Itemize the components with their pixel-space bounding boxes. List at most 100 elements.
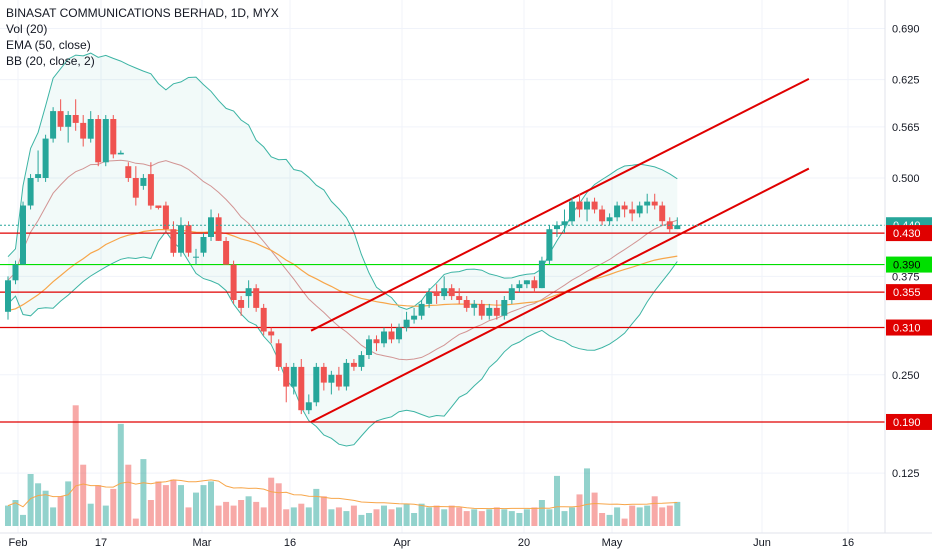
candle-body xyxy=(463,300,470,308)
price-tag-label: 0.430 xyxy=(893,228,921,240)
candle-body xyxy=(320,366,327,383)
candle-body xyxy=(471,303,478,308)
candle-body xyxy=(621,205,628,210)
volume-bar xyxy=(644,505,651,526)
volume-bar xyxy=(125,464,132,526)
candle-body xyxy=(569,201,575,222)
volume-bar xyxy=(253,501,260,526)
volume-bar xyxy=(651,496,658,526)
candle-body xyxy=(208,217,214,237)
candle-body xyxy=(493,307,500,316)
volume-bar xyxy=(403,503,410,526)
volume-bar xyxy=(117,423,124,526)
volume-bar xyxy=(388,509,395,526)
candle-body xyxy=(200,237,207,253)
volume-bar xyxy=(448,505,455,526)
ema-indicator-label[interactable]: EMA (50, close) xyxy=(6,38,91,52)
volume-bar xyxy=(238,500,245,526)
volume-bar xyxy=(50,507,57,526)
volume-bar xyxy=(523,509,530,526)
volume-indicator-label[interactable]: Vol (20) xyxy=(6,22,48,36)
volume-bar xyxy=(283,509,290,526)
candle-body xyxy=(343,362,350,387)
volume-bar xyxy=(456,507,463,526)
price-tag-box xyxy=(886,413,932,430)
volume-bar xyxy=(350,505,357,526)
candle-body xyxy=(418,303,425,316)
volume-bar xyxy=(636,507,643,526)
volume-bar xyxy=(486,509,493,526)
volume-bar xyxy=(478,511,485,526)
candle-body xyxy=(95,119,102,163)
price-tick-label: 0.500 xyxy=(892,173,920,185)
volume-bar xyxy=(87,503,94,526)
volume-ma-line xyxy=(7,479,678,510)
volume-bar xyxy=(599,513,606,526)
candle-body xyxy=(215,217,222,241)
candle-body xyxy=(651,201,658,206)
volume-bar xyxy=(554,475,560,526)
candle-body xyxy=(42,138,49,178)
bb-indicator-label[interactable]: BB (20, close, 2) xyxy=(6,54,95,68)
candle-body xyxy=(516,284,523,289)
candle-body xyxy=(433,292,440,296)
price-tick-label: 0.125 xyxy=(892,468,920,480)
candle-body xyxy=(388,331,395,340)
candle-body xyxy=(501,300,508,316)
volume-bar xyxy=(5,505,11,526)
price-tag-box xyxy=(886,256,932,273)
volume-bar xyxy=(268,477,275,526)
candle-body xyxy=(644,201,651,206)
volume-bar xyxy=(343,511,350,526)
volume-bar xyxy=(418,503,425,526)
candle-body xyxy=(659,205,666,222)
volume-series xyxy=(5,405,681,526)
volume-bar xyxy=(358,514,365,526)
bb-lower-line xyxy=(7,230,678,447)
candle-body xyxy=(102,119,109,163)
price-tick-label: 0.250 xyxy=(892,370,920,382)
volume-bar xyxy=(411,513,418,526)
candle-body xyxy=(523,280,530,285)
price-tag-box xyxy=(886,319,932,336)
candle-body xyxy=(403,319,410,328)
candle-body xyxy=(155,205,162,208)
volume-ma-path xyxy=(7,479,678,510)
candle-body xyxy=(162,205,169,230)
price-tick-label: 0.375 xyxy=(892,271,920,283)
volume-bar xyxy=(674,501,681,526)
time-tick-label: Apr xyxy=(393,537,410,549)
candle-body xyxy=(396,327,402,340)
price-tag-box xyxy=(886,284,932,301)
bollinger-band-fill xyxy=(8,53,678,446)
volume-bar xyxy=(215,505,222,526)
volume-bar xyxy=(223,501,230,526)
trend-channel[interactable] xyxy=(310,77,810,423)
volume-bar xyxy=(260,507,267,526)
bb-basis-line xyxy=(7,159,678,361)
candle-body xyxy=(531,280,538,289)
symbol-title[interactable]: BINASAT COMMUNICATIONS BERHAD, 1D, MYX xyxy=(6,6,279,20)
candle-body xyxy=(178,225,184,253)
candle-body xyxy=(238,300,245,308)
candle-body xyxy=(268,331,275,336)
volume-bar xyxy=(42,490,49,526)
time-tick-label: 16 xyxy=(842,537,854,549)
volume-bar xyxy=(230,505,237,526)
candle-body xyxy=(478,303,485,316)
candle-body xyxy=(27,178,34,206)
candle-body xyxy=(110,119,117,155)
candle-body xyxy=(335,374,342,387)
channel-upper-line xyxy=(310,77,810,332)
price-tag-label: 0.190 xyxy=(893,417,921,429)
volume-bar xyxy=(110,488,117,526)
volume-bar xyxy=(606,514,613,526)
candle-body xyxy=(223,241,230,265)
candle-body xyxy=(554,225,560,230)
volume-bar xyxy=(12,500,19,526)
volume-bar xyxy=(208,481,214,526)
price-tag-label: 0.310 xyxy=(893,323,921,335)
candle-body xyxy=(12,264,19,281)
volume-bar xyxy=(162,485,169,526)
